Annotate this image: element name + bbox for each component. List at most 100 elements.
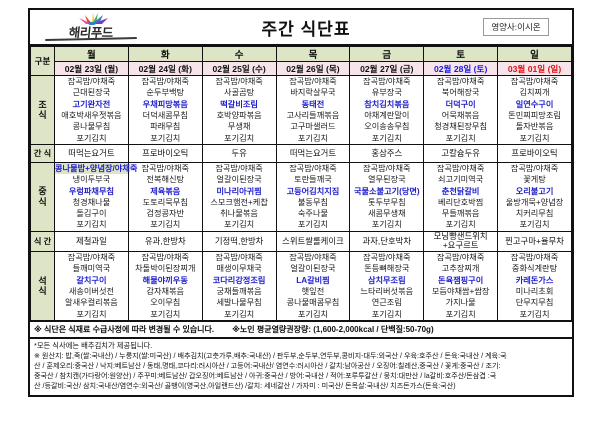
menu-cell-r4-c5: 잡곡밥/야채죽 고추장찌개 돈육잼핑구이 모듬야채쌈+쌈장 가지나물 포기김치: [423, 251, 499, 321]
menu-cell-r3-c3: 스위트쌀롤케이크: [275, 230, 351, 253]
menu-item: 프로바이오틱: [142, 147, 189, 158]
menu-cell-r1-c0: 떠먹는요거트: [54, 143, 129, 163]
menu-item: 카레돈가스: [515, 275, 554, 285]
day-header-5: 토: [423, 46, 499, 62]
menu-item: 매생이무채국: [216, 264, 262, 274]
menu-item: 두유: [231, 147, 247, 158]
menu-cell-r0-c1: 잡곡밥/야채죽 순두부백탕 우채피망볶음 더덕새콤무침 파래무침 포기김치: [127, 75, 203, 145]
menu-item: 무생채: [227, 122, 251, 132]
menu-item: 삼치무조림: [367, 275, 406, 285]
menu-item: 포기김치: [445, 309, 476, 319]
row-label-3: 식 간: [30, 230, 55, 253]
menu-item: 포기김치: [371, 309, 402, 319]
menu-item: 들깨미역국: [72, 264, 111, 274]
menu-item: 갈치구이: [76, 275, 107, 285]
menu-cell-r4-c0: 잡곡밥/야채죽 들깨미역국 갈치구이 새송이버섯전 알새우컬리볶음 포기김치: [54, 251, 129, 321]
table-header-days: 구분 월 화 수 목 금 토 일: [30, 46, 572, 76]
menu-item: 취나물볶음: [220, 209, 258, 219]
menu-item: 새콤무생채: [367, 209, 406, 219]
meal-plan-sheet: 해리푸드 주간 식단표 영양사:이시온 구분 월 화 수 목 금 토 일 02월 23일 (월)…: [28, 8, 574, 397]
menu-table: 구분 월 화 수 목 금 토 일 02월 23일 (월) 02월 24일 (화) 02월 25일 (…: [30, 46, 572, 321]
menu-item: 파래무침: [150, 122, 181, 132]
menu-item: 과자,단호박차: [362, 235, 412, 246]
menu-item: 더덕새콤무침: [142, 110, 188, 120]
menu-item: 바지락살무국: [290, 88, 336, 98]
menu-item: 일연수구이: [515, 99, 554, 109]
menu-item: 미나리아귀찜: [216, 186, 262, 196]
menu-item: 포기김치: [371, 220, 402, 230]
menu-item: 유부장국: [371, 88, 402, 98]
date-header-6: 03월 01일 (일): [497, 61, 572, 76]
menu-item: 야채계란말이: [364, 110, 410, 120]
origin-note-box: *모든 식사에는 배추김치가 제공됩니다. ※ 원산지: 밥,죽(쌀:국내산) …: [30, 339, 572, 395]
menu-item: 돌김구이: [76, 209, 107, 219]
menu-item: 콩나물매콤무침: [286, 298, 340, 308]
day-header-1: 화: [127, 46, 203, 62]
menu-cell-r4-c6: 잡곡밥/야채죽 중화식계란탕 카레돈가스 미나리초회 단무지무침 포기김치: [497, 251, 572, 321]
menu-item: 오리불고기: [515, 186, 554, 196]
table-row: 간 식 떠먹는요거트 프로바이오틱 두유 떠먹는요거트 홍삼주스 고칼슘두유 프로바이오틱: [30, 143, 572, 163]
menu-item: 포기김치: [150, 133, 181, 143]
menu-item: 청경채된장무침: [434, 122, 487, 132]
menu-item: 스위트쌀롤케이크: [282, 235, 344, 246]
menu-item: 냉이두부국: [72, 175, 111, 185]
menu-item: 베리단호박찜: [438, 197, 484, 207]
menu-item: 돈육잼핑구이: [438, 275, 484, 285]
menu-item: 포기김치: [76, 133, 107, 143]
menu-item: 포기김치: [519, 309, 550, 319]
menu-item: 찐고구마+율무차: [505, 235, 564, 246]
menu-item: 포기김치: [224, 309, 255, 319]
menu-item: 미나리초회: [515, 287, 554, 296]
menu-cell-r1-c6: 프로바이오틱: [497, 143, 572, 163]
menu-item: 청경채나물: [72, 197, 111, 207]
origin-line: 산 /등갈비:국산/ 삼치:국내산/염연수:외국산/ 골뱅이(영국산,아일랜드산…: [34, 382, 456, 391]
menu-cell-r0-c2: 잡곡밥/야채죽 사골곰탕 떡갈비조림 호박양파볶음 무생채 포기김치: [201, 75, 277, 145]
menu-cell-r0-c4: 잡곡밥/야채죽 유부장국 참치김치볶음 야채계란말이 오이송송무침 포기김치: [349, 75, 425, 145]
menu-item: 돈민찌피망조림: [508, 110, 561, 120]
menu-item: 햇잎전: [301, 287, 325, 296]
menu-item: 느타리버섯볶음: [360, 287, 414, 296]
logo: 해리푸드: [30, 10, 152, 44]
menu-item: 중화식계란탕: [511, 264, 558, 274]
menu-item: 고사리들깨볶음: [286, 110, 340, 120]
menu-item: 해물야끼우동: [142, 275, 188, 285]
menu-item: 포기김치: [76, 220, 107, 230]
menu-cell-r2-c2: 잡곡밥/야채죽 얼갈이된장국 미나리아귀찜 스모크햄전+케찹 취나물볶음 포기김치: [201, 161, 277, 232]
menu-item: 돌자반볶음: [515, 122, 554, 132]
menu-item: 우렁파채무침: [68, 186, 115, 196]
menu-cell-r2-c1: 잡곡밥/야채죽 전복해신탕 제육볶음 도토리묵무침 검정콩자반 포기김치: [127, 161, 203, 232]
menu-cell-r0-c3: 잡곡밥/야채죽 바지락살무국 동태전 고사리들깨볶음 고구마샐러드 포기김치: [275, 75, 351, 145]
menu-item: 순두부백탕: [146, 88, 185, 98]
menu-item: 단무지무침: [515, 298, 554, 308]
date-header-0: 02월 23일 (월): [54, 61, 129, 76]
menu-cell-r1-c4: 홍삼주스: [349, 143, 425, 163]
menu-item: 꽃게탕: [523, 175, 546, 185]
title-bar: 해리푸드 주간 식단표 영양사:이시온: [30, 10, 572, 46]
menu-item: 세발나물무침: [216, 298, 262, 308]
menu-item: 근대된장국: [72, 88, 111, 98]
date-header-4: 02월 27일 (금): [349, 61, 425, 76]
menu-cell-r3-c5: 모닝빵샌드위치 +요구르트: [423, 230, 499, 253]
menu-item: 포기김치: [445, 220, 476, 230]
menu-item: 국물소불고기(당면): [353, 186, 420, 196]
menu-cell-r2-c3: 잡곡밥/야채죽 토란들깨국 고등어김치지짐 불동무침 숙주나물 포기김치: [275, 161, 351, 232]
menu-item: 포기김치: [224, 133, 255, 143]
table-row: 석 식 잡곡밥/야채죽 들깨미역국 갈치구이 새송이버섯전 알새우컬리볶음 포기김치 잡곡밥/야…: [30, 251, 572, 321]
menu-cell-r4-c2: 잡곡밥/야채죽 매생이무채국 코다리강정조림 궁채들깨볶음 세발나물무침 포기김치: [201, 251, 277, 321]
menu-cell-r3-c2: 기정떡,한방차: [201, 230, 277, 253]
menu-cell-r2-c4: 잡곡밥/야채죽 열무된장국 국물소불고기(당면) 톳두부무침 새콤무생채 포기김치: [349, 161, 425, 232]
menu-item: 얼갈이된장국: [216, 175, 262, 185]
date-header-5: 02월 28일 (토): [423, 61, 499, 76]
menu-item: 잡곡밥/야채죽: [510, 163, 559, 173]
menu-item: 잡곡밥/야채죽: [363, 163, 411, 173]
menu-item: 참치김치볶음: [364, 99, 410, 109]
menu-cell-r1-c5: 고칼슘두유: [423, 143, 499, 163]
menu-item: 더덕구이: [445, 99, 476, 109]
menu-item: 잡곡밥/야채죽: [67, 77, 116, 86]
menu-item: 포기김치: [76, 309, 107, 319]
menu-cell-r0-c5: 잡곡밥/야채죽 북어해장국 더덕구이 어묵채볶음 청경채된장무침 포기김치: [423, 75, 499, 145]
date-header-1: 02월 24일 (화): [127, 61, 203, 76]
menu-item: 열무된장국: [367, 175, 406, 185]
